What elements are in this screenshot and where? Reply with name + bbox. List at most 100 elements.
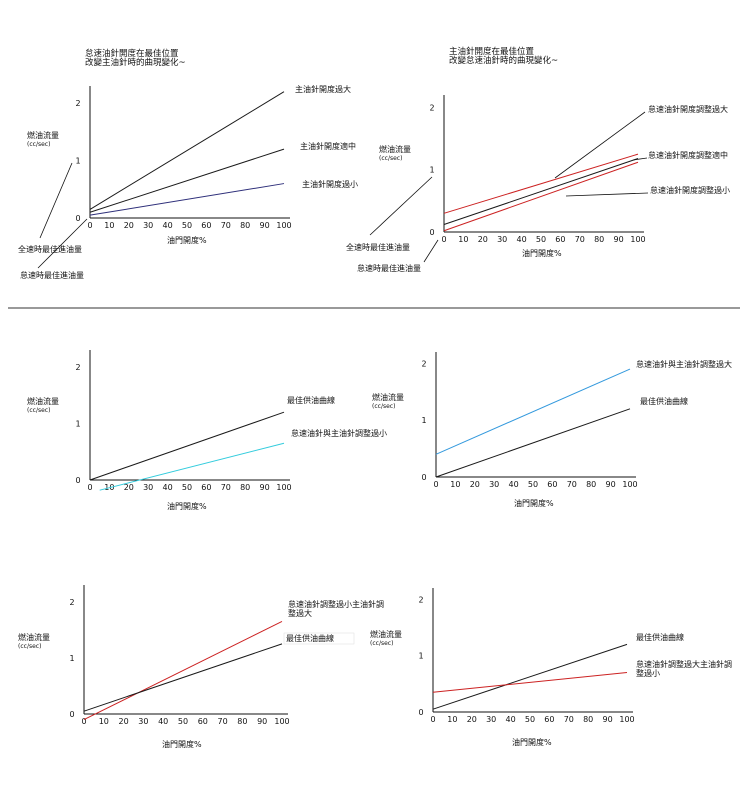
chart-2-x-tick-label: 90 bbox=[614, 235, 624, 244]
chart-2-x-tick-label: 60 bbox=[555, 235, 565, 244]
chart-2-x-tick-label: 70 bbox=[575, 235, 585, 244]
chart-6-series-label: 整過小 bbox=[636, 668, 660, 678]
chart-5-y-axis-label: 燃油流量 bbox=[18, 632, 50, 642]
chart-6-x-tick-label: 60 bbox=[544, 715, 554, 724]
chart-6-x-tick-label: 100 bbox=[619, 715, 634, 724]
chart-6-x-tick-label: 80 bbox=[583, 715, 593, 724]
chart-3-x-tick-label: 80 bbox=[240, 483, 250, 492]
chart-2-series-line bbox=[443, 161, 639, 232]
chart-4-x-tick-label: 20 bbox=[470, 480, 480, 489]
chart-4-y-axis-unit: (cc/sec) bbox=[372, 403, 395, 410]
chart-4-series-line bbox=[435, 368, 631, 455]
chart-3-series-line bbox=[99, 442, 285, 491]
chart-4-x-axis-label: 油門開度% bbox=[514, 498, 554, 508]
chart-4-x-tick-label: 40 bbox=[509, 480, 519, 489]
chart-4-x-tick-label: 50 bbox=[528, 480, 538, 489]
chart-6-series-label: 最佳供油曲線 bbox=[636, 632, 684, 642]
chart-2-x-tick-label: 100 bbox=[630, 235, 645, 244]
chart-2-leader-line bbox=[554, 111, 646, 179]
chart-1-x-tick-label: 0 bbox=[87, 221, 92, 230]
chart-2-series-line bbox=[443, 153, 639, 214]
chart-1-annotation-line bbox=[37, 218, 88, 269]
chart-1-series-label: 主油針開度適中 bbox=[300, 141, 356, 151]
chart-2-x-tick-label: 10 bbox=[458, 235, 468, 244]
chart-5-series-line bbox=[83, 621, 283, 721]
chart-1-annotation: 全速時最佳進油量 bbox=[18, 244, 82, 254]
chart-6-series-line bbox=[432, 643, 628, 710]
chart-1-x-tick-label: 70 bbox=[221, 221, 231, 230]
chart-5-x-tick-label: 50 bbox=[178, 717, 188, 726]
chart-5-y-tick-label: 0 bbox=[69, 710, 74, 719]
chart-1-y-tick-label: 2 bbox=[75, 99, 80, 108]
chart-1-series-line bbox=[89, 183, 285, 216]
chart-3-y-axis-label: 燃油流量 bbox=[27, 396, 59, 406]
chart-2-annotation: 全速時最佳進油量 bbox=[346, 242, 410, 252]
chart-4-y-tick-label: 1 bbox=[421, 416, 426, 425]
chart-4-x-tick-label: 100 bbox=[622, 480, 637, 489]
chart-1-y-axis-label: 燃油流量 bbox=[27, 130, 59, 140]
chart-4-y-axis-label: 燃油流量 bbox=[372, 392, 404, 402]
chart-4-x-tick-label: 30 bbox=[489, 480, 499, 489]
chart-3-y-axis-unit: (cc/sec) bbox=[27, 407, 50, 414]
chart-2-annotation-line bbox=[423, 239, 439, 263]
chart-6-x-tick-label: 90 bbox=[603, 715, 613, 724]
chart-1-y-axis-unit: (cc/sec) bbox=[27, 141, 50, 148]
chart-2-x-tick-label: 80 bbox=[594, 235, 604, 244]
chart-1-x-tick-label: 60 bbox=[201, 221, 211, 230]
chart-4-x-tick-label: 90 bbox=[606, 480, 616, 489]
chart-5-label-box bbox=[283, 632, 355, 645]
chart-1-x-tick-label: 40 bbox=[163, 221, 173, 230]
chart-6-x-tick-label: 0 bbox=[430, 715, 435, 724]
chart-2-y-tick-label: 0 bbox=[429, 228, 434, 237]
chart-1-series-line bbox=[89, 148, 285, 213]
chart-1-x-tick-label: 30 bbox=[143, 221, 153, 230]
chart-3-x-axis-label: 油門開度% bbox=[167, 501, 207, 511]
chart-2-series-label: 怠速油針開度調整適中 bbox=[648, 150, 728, 160]
chart-2-series-label: 怠速油針開度調整過大 bbox=[648, 104, 728, 114]
chart-6-x-tick-label: 70 bbox=[564, 715, 574, 724]
chart-3-y-tick-label: 0 bbox=[75, 476, 80, 485]
chart-1-x-tick-label: 50 bbox=[182, 221, 192, 230]
chart-3-x-tick-label: 90 bbox=[260, 483, 270, 492]
chart-1-x-tick-label: 80 bbox=[240, 221, 250, 230]
chart-4-y-tick-label: 0 bbox=[421, 473, 426, 482]
chart-4-x-tick-label: 0 bbox=[433, 480, 438, 489]
chart-5-series-line bbox=[83, 643, 283, 712]
chart-2-series-label: 怠速油針開度調整過小 bbox=[650, 185, 730, 195]
chart-5-x-tick-label: 40 bbox=[158, 717, 168, 726]
chart-6-x-axis-label: 油門開度% bbox=[512, 737, 552, 747]
chart-1-x-axis-label: 油門開度% bbox=[167, 235, 207, 245]
chart-2-leader-line bbox=[632, 157, 648, 161]
chart-1-series-line bbox=[89, 91, 285, 210]
chart-6-y-axis-unit: (cc/sec) bbox=[370, 640, 393, 647]
chart-2-y-axis-unit: (cc/sec) bbox=[379, 155, 402, 162]
chart-2-x-tick-label: 30 bbox=[497, 235, 507, 244]
chart-3-y-tick-label: 2 bbox=[75, 363, 80, 372]
chart-6-series-line bbox=[432, 672, 628, 693]
chart-5-x-tick-label: 60 bbox=[198, 717, 208, 726]
chart-2-annotation-line bbox=[369, 176, 433, 236]
chart-2-x-tick-label: 50 bbox=[536, 235, 546, 244]
chart-6-x-tick-label: 20 bbox=[467, 715, 477, 724]
chart-3-series-label: 最佳供油曲線 bbox=[287, 395, 335, 405]
chart-5-x-tick-label: 0 bbox=[81, 717, 86, 726]
chart-1-annotation-line bbox=[39, 162, 73, 239]
chart-5-x-tick-label: 90 bbox=[257, 717, 267, 726]
chart-5-series-label: 最佳供油曲線 bbox=[286, 633, 334, 643]
chart-4-x-tick-label: 70 bbox=[567, 480, 577, 489]
chart-5-series-label: 整過大 bbox=[288, 608, 312, 618]
chart-4-y-tick-label: 2 bbox=[421, 359, 426, 368]
chart-5-y-tick-label: 1 bbox=[69, 654, 74, 663]
chart-3-series-label: 怠速油針與主油針調整過小 bbox=[291, 428, 387, 438]
chart-1-y-tick-label: 1 bbox=[75, 157, 80, 166]
chart-2-y-tick-label: 1 bbox=[429, 166, 434, 175]
chart-1-title: 怠速油針開度在最佳位置 bbox=[85, 48, 179, 59]
chart-6-x-tick-label: 50 bbox=[525, 715, 535, 724]
chart-5-x-tick-label: 70 bbox=[218, 717, 228, 726]
chart-3-x-tick-label: 70 bbox=[221, 483, 231, 492]
chart-6-x-tick-label: 30 bbox=[486, 715, 496, 724]
chart-2-title: 改變怠速油針時的曲現變化~ bbox=[449, 55, 558, 66]
chart-1-series-label: 主油針開度過大 bbox=[295, 84, 351, 94]
chart-6-y-tick-label: 0 bbox=[418, 708, 423, 717]
chart-5-y-axis-unit: (cc/sec) bbox=[18, 643, 41, 650]
